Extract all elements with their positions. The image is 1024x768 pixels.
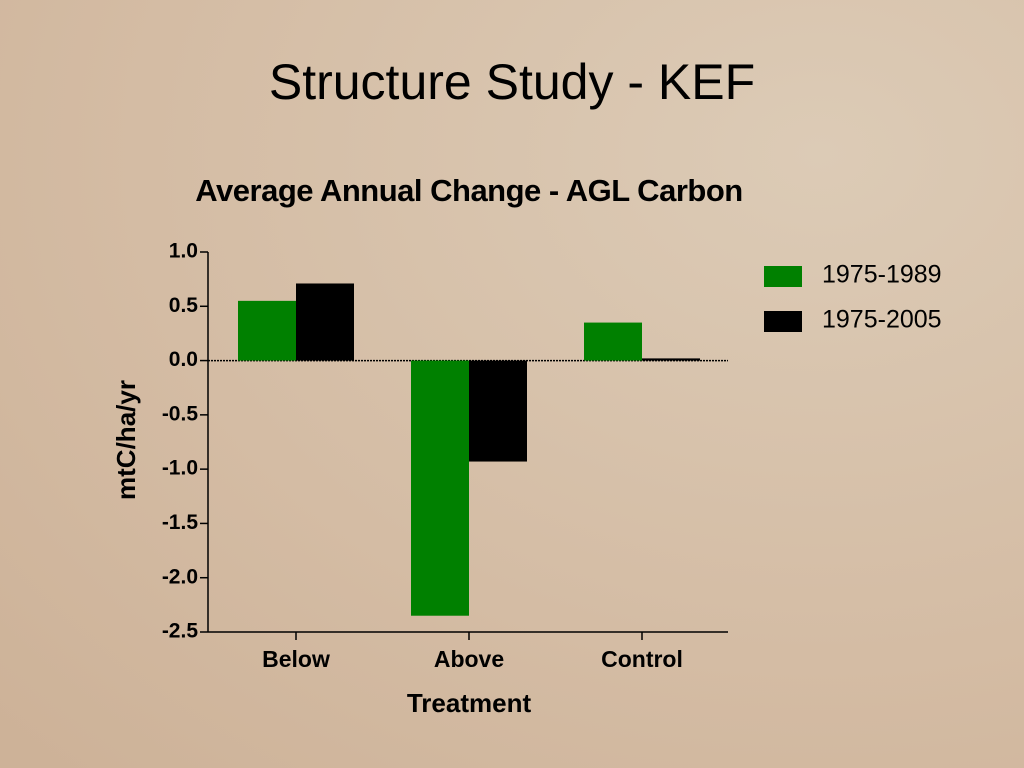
legend-label: 1975-1989 xyxy=(822,261,942,289)
slide-title: Structure Study - KEF xyxy=(269,54,755,110)
bar xyxy=(584,322,642,361)
y-tick-label: 0.5 xyxy=(169,294,199,317)
chart-title: Average Annual Change - AGL Carbon xyxy=(195,173,742,208)
y-tick-label: -1.0 xyxy=(162,457,198,480)
bar xyxy=(238,300,296,361)
y-tick-label: 1.0 xyxy=(169,240,198,263)
bar xyxy=(469,360,527,462)
y-tick-label: -1.5 xyxy=(162,511,199,534)
legend-swatch xyxy=(764,311,802,332)
legend-label: 1975-2005 xyxy=(822,306,942,334)
x-tick-label: Control xyxy=(601,646,683,672)
bar xyxy=(411,360,469,616)
y-tick-label: 0.0 xyxy=(169,348,198,371)
y-tick-label: -0.5 xyxy=(162,402,199,425)
legend-swatch xyxy=(764,266,802,287)
y-tick-label: -2.5 xyxy=(162,620,199,643)
y-axis-label: mtC/ha/yr xyxy=(111,380,141,500)
x-tick-label: Above xyxy=(434,646,504,672)
bar xyxy=(296,283,354,361)
x-axis-label: Treatment xyxy=(407,688,532,718)
y-tick-label: -2.0 xyxy=(162,565,198,588)
x-tick-label: Below xyxy=(262,646,330,672)
bar xyxy=(642,358,700,361)
